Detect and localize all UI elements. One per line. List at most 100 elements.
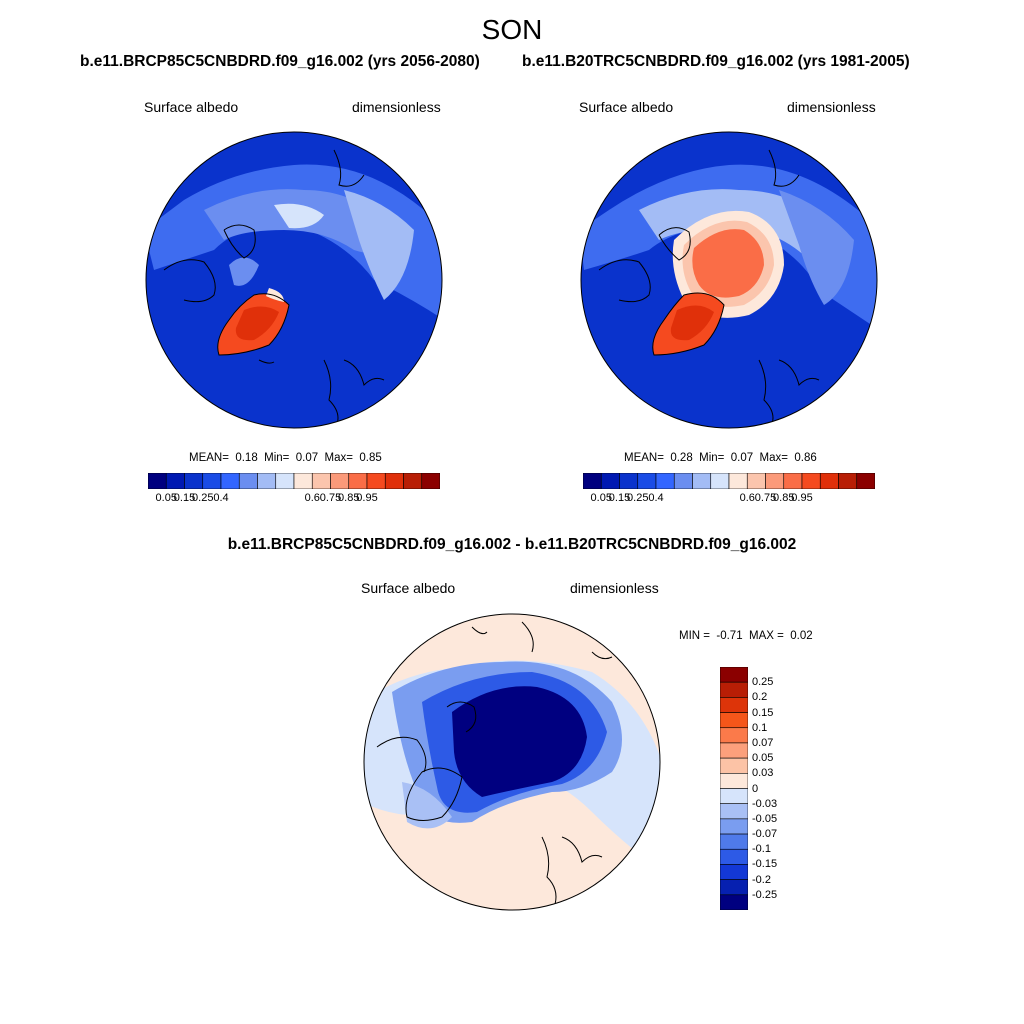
colorbar-swatch — [719, 788, 749, 804]
panel-1-stats: MEAN= 0.18 Min= 0.07 Max= 0.85 — [189, 452, 382, 464]
colorbar-swatch — [692, 472, 712, 490]
colorbar-swatch — [655, 472, 675, 490]
colorbar-tick: 0.75 — [319, 492, 342, 504]
colorbar-swatch — [366, 472, 386, 490]
diff-units: dimensionless — [570, 580, 659, 596]
colorbar-swatch — [719, 879, 749, 896]
colorbar-tick: -0.25 — [752, 888, 778, 901]
panel-1-units: dimensionless — [352, 99, 441, 115]
colorbar-tick: 0.07 — [752, 736, 774, 749]
panel-2-polar-map — [580, 131, 878, 429]
colorbar-swatch — [710, 472, 730, 490]
colorbar-tick: 0.15 — [608, 492, 631, 504]
colorbar-tick: 0.2 — [752, 691, 768, 704]
colorbar-swatch — [384, 472, 404, 490]
colorbar-swatch — [165, 472, 185, 490]
panel-1-run-title: b.e11.BRCP85C5CNBDRD.f09_g16.002 (yrs 20… — [80, 53, 480, 70]
difference-title: b.e11.BRCP85C5CNBDRD.f09_g16.002 - b.e11… — [227, 536, 797, 553]
colorbar-swatch — [719, 894, 749, 911]
colorbar-swatch — [147, 472, 167, 490]
colorbar-swatch — [719, 666, 749, 683]
colorbar-tick: 0.25 — [192, 492, 214, 504]
colorbar-tick: 0.4 — [648, 492, 664, 504]
colorbar-swatch — [673, 472, 693, 490]
colorbar-swatch — [719, 833, 749, 850]
difference-polar-map — [363, 613, 661, 911]
panel-1-variable: Surface albedo — [144, 99, 239, 115]
coastlines — [598, 149, 855, 428]
colorbar-swatch — [600, 472, 620, 490]
colorbar-swatch — [330, 472, 350, 490]
colorbar-swatch — [719, 757, 749, 774]
diff-colorbar-ticks: 0.25 0.2 0.15 0.1 0.07 0.05 0.03 0 -0.03… — [752, 667, 812, 910]
diff-colorbar — [719, 666, 749, 911]
colorbar-tick: 0.6 — [739, 492, 755, 504]
colorbar-swatch — [719, 848, 749, 865]
colorbar-swatch — [582, 472, 602, 490]
colorbar-swatch — [403, 472, 423, 490]
sea-ice-loss — [452, 686, 587, 797]
colorbar-tick: 0.4 — [213, 492, 229, 504]
colorbar-swatch — [275, 472, 295, 490]
colorbar-tick: 0 — [752, 782, 759, 795]
colorbar-swatch — [719, 773, 749, 789]
colorbar-swatch — [719, 803, 749, 820]
coastlines — [376, 621, 613, 910]
panel-2-run-title: b.e11.B20TRC5CNBDRD.f09_g16.002 (yrs 198… — [522, 53, 910, 70]
colorbar-swatch — [257, 472, 277, 490]
colorbar-tick: 0.03 — [752, 767, 774, 780]
colorbar-swatch — [838, 472, 858, 490]
colorbar-tick: -0.07 — [752, 828, 778, 841]
colorbar-tick: 0.05 — [590, 492, 612, 504]
panel-1-colorbar-ticks: 0.05 0.15 0.25 0.4 0.6 0.75 0.85 0.95 — [148, 492, 440, 506]
colorbar-tick: -0.03 — [752, 797, 778, 810]
colorbar-swatch — [238, 472, 258, 490]
colorbar-swatch — [719, 727, 749, 744]
colorbar-swatch — [202, 472, 222, 490]
colorbar-tick: 0.25 — [627, 492, 649, 504]
colorbar-swatch — [637, 472, 657, 490]
colorbar-swatch — [293, 472, 313, 490]
colorbar-swatch — [801, 472, 821, 490]
colorbar-tick: 0.85 — [773, 492, 795, 504]
colorbar-swatch — [765, 472, 785, 490]
colorbar-tick: 0.15 — [173, 492, 196, 504]
colorbar-tick: 0.6 — [304, 492, 320, 504]
colorbar-swatch — [421, 472, 441, 490]
panel-2-colorbar-ticks: 0.05 0.15 0.25 0.4 0.6 0.75 0.85 0.95 — [583, 492, 875, 506]
season-title: SON — [481, 14, 543, 45]
panel-2-units: dimensionless — [787, 99, 876, 115]
colorbar-tick: 0.75 — [754, 492, 777, 504]
colorbar-tick: 0.05 — [155, 492, 177, 504]
panel-2-stats: MEAN= 0.28 Min= 0.07 Max= 0.86 — [624, 452, 817, 464]
colorbar-swatch — [311, 472, 331, 490]
colorbar-swatch — [719, 864, 749, 880]
diff-variable: Surface albedo — [361, 580, 456, 596]
colorbar-tick: 0.05 — [752, 752, 774, 765]
colorbar-swatch — [719, 742, 749, 759]
colorbar-swatch — [619, 472, 639, 490]
colorbar-swatch — [746, 472, 766, 490]
panel-2-colorbar — [582, 472, 876, 490]
colorbar-tick: -0.05 — [752, 812, 778, 825]
colorbar-swatch — [719, 681, 749, 698]
colorbar-tick: -0.1 — [752, 843, 771, 856]
colorbar-tick: 0.25 — [752, 676, 774, 689]
diff-stats: MIN = -0.71 MAX = 0.02 — [679, 630, 813, 642]
colorbar-swatch — [719, 697, 749, 713]
panel-2-variable: Surface albedo — [579, 99, 674, 115]
colorbar-tick: 0.1 — [752, 721, 768, 734]
colorbar-swatch — [184, 472, 204, 490]
colorbar-swatch — [728, 472, 748, 490]
colorbar-tick: -0.2 — [752, 873, 771, 886]
colorbar-swatch — [783, 472, 803, 490]
colorbar-swatch — [719, 712, 749, 729]
panel-1-polar-map — [145, 131, 443, 429]
colorbar-tick: 0.95 — [356, 492, 378, 504]
colorbar-tick: 0.85 — [338, 492, 360, 504]
colorbar-tick: 0.15 — [752, 706, 774, 719]
colorbar-tick: -0.15 — [752, 858, 778, 871]
colorbar-swatch — [348, 472, 368, 490]
colorbar-swatch — [819, 472, 839, 490]
panel-1-colorbar — [147, 472, 441, 490]
